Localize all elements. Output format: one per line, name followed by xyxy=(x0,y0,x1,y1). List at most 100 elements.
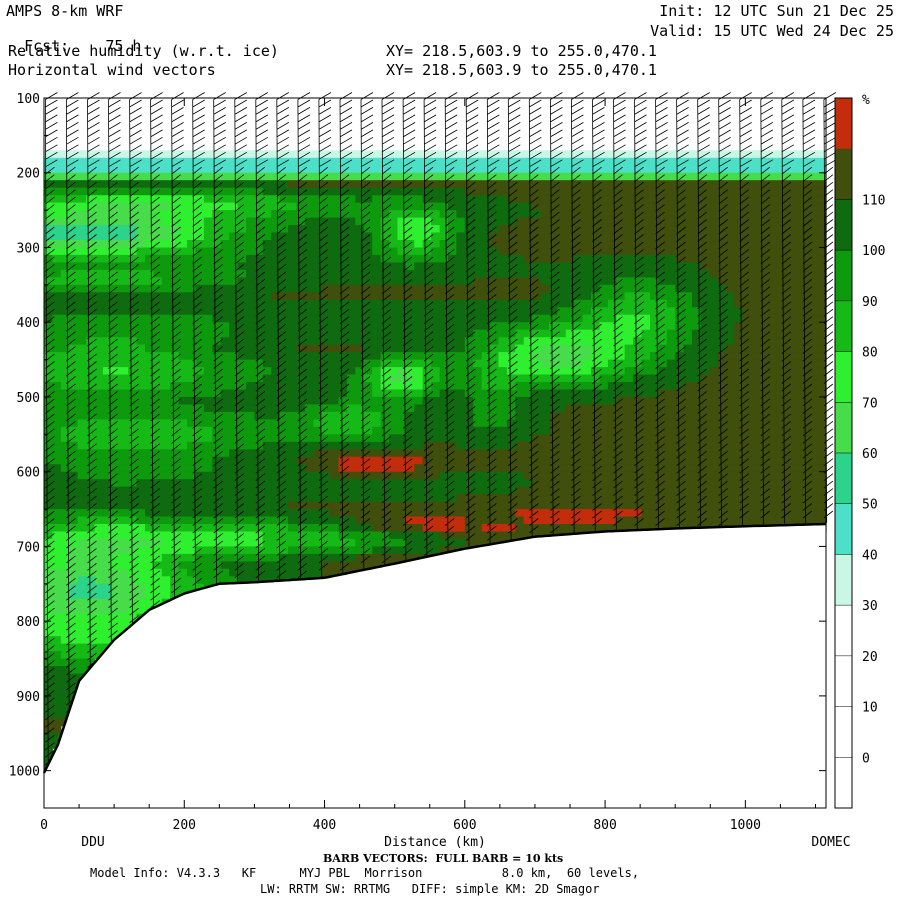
rh-cell xyxy=(237,411,247,420)
rh-cell xyxy=(767,479,777,488)
rh-cell xyxy=(347,195,356,204)
rh-cell xyxy=(751,449,760,458)
rh-cell xyxy=(86,359,96,368)
rh-cell xyxy=(372,232,382,241)
rh-cell xyxy=(599,441,609,450)
rh-cell xyxy=(658,217,668,226)
rh-cell xyxy=(321,456,331,465)
rh-cell xyxy=(708,217,718,226)
rh-cell xyxy=(624,411,634,420)
rh-cell xyxy=(456,524,466,533)
rh-cell xyxy=(161,187,171,196)
rh-cell xyxy=(700,449,710,458)
rh-cell xyxy=(288,187,298,196)
rh-cell xyxy=(414,322,424,331)
rh-cell xyxy=(666,157,676,166)
rh-cell xyxy=(203,404,213,413)
rh-cell xyxy=(389,284,399,293)
rh-cell xyxy=(145,426,154,435)
rh-cell xyxy=(708,210,718,219)
rh-cell xyxy=(153,449,163,458)
rh-cell xyxy=(380,157,390,166)
rh-cell xyxy=(372,382,382,391)
rh-cell xyxy=(422,494,432,503)
rh-cell xyxy=(77,232,87,241)
rh-cell xyxy=(296,165,306,174)
rh-cell xyxy=(380,494,390,503)
rh-cell xyxy=(666,426,676,435)
rh-cell xyxy=(77,411,87,420)
rh-cell xyxy=(60,254,70,263)
rh-cell xyxy=(44,240,53,249)
rh-cell xyxy=(498,277,508,286)
rh-cell xyxy=(397,374,407,383)
rh-cell xyxy=(557,389,567,398)
rh-cell xyxy=(330,456,340,465)
rh-cell xyxy=(338,337,348,346)
rh-cell xyxy=(742,262,752,271)
rh-cell xyxy=(751,494,760,503)
rh-cell xyxy=(187,426,197,435)
rh-cell xyxy=(633,180,643,189)
rh-cell xyxy=(498,195,508,204)
rh-cell xyxy=(60,434,70,443)
rh-cell xyxy=(666,501,676,510)
rh-cell xyxy=(751,456,760,465)
rh-cell xyxy=(372,419,382,428)
rh-cell xyxy=(262,396,272,405)
rh-cell xyxy=(136,531,146,540)
rh-cell xyxy=(464,479,474,488)
rh-cell xyxy=(52,210,62,219)
rh-cell xyxy=(119,307,129,316)
rh-cell xyxy=(557,172,567,181)
rh-cell xyxy=(751,172,760,181)
rh-cell xyxy=(153,486,163,495)
rh-cell xyxy=(338,516,348,525)
rh-cell xyxy=(481,396,491,405)
rh-cell xyxy=(448,396,457,405)
rh-cell xyxy=(405,486,415,495)
rh-cell xyxy=(153,561,163,570)
rh-cell xyxy=(372,352,382,361)
rh-cell xyxy=(683,359,693,368)
rh-cell xyxy=(641,471,651,480)
rh-cell xyxy=(220,217,230,226)
rh-cell xyxy=(523,456,533,465)
rh-cell xyxy=(422,180,432,189)
rh-cell xyxy=(212,180,222,189)
rh-cell xyxy=(431,262,441,271)
rh-cell xyxy=(187,195,197,204)
rh-cell xyxy=(540,501,550,510)
rh-cell xyxy=(683,187,693,196)
rh-cell xyxy=(692,157,701,166)
rh-cell xyxy=(69,254,79,263)
rh-cell xyxy=(102,180,112,189)
rh-cell xyxy=(279,210,289,219)
rh-cell xyxy=(246,232,255,241)
rh-cell xyxy=(321,254,331,263)
rh-cell xyxy=(734,165,744,174)
rh-cell xyxy=(776,202,786,211)
rh-cell xyxy=(102,307,112,316)
rh-cell xyxy=(128,509,138,518)
rh-cell xyxy=(742,449,752,458)
rh-cell xyxy=(161,561,171,570)
rh-cell xyxy=(347,479,356,488)
rh-cell xyxy=(271,359,281,368)
rh-cell xyxy=(389,187,399,196)
rh-cell xyxy=(607,449,617,458)
rh-cell xyxy=(128,329,138,338)
rh-cell xyxy=(271,187,281,196)
rh-cell xyxy=(616,486,626,495)
rh-cell xyxy=(405,262,415,271)
rh-cell xyxy=(111,628,121,637)
rh-cell xyxy=(52,486,62,495)
rh-cell xyxy=(363,292,373,301)
rh-cell xyxy=(229,538,239,547)
rh-cell xyxy=(178,284,188,293)
rh-cell xyxy=(136,329,146,338)
rh-cell xyxy=(599,269,609,278)
rh-cell xyxy=(119,471,129,480)
rh-cell xyxy=(751,516,760,525)
rh-cell xyxy=(725,187,735,196)
